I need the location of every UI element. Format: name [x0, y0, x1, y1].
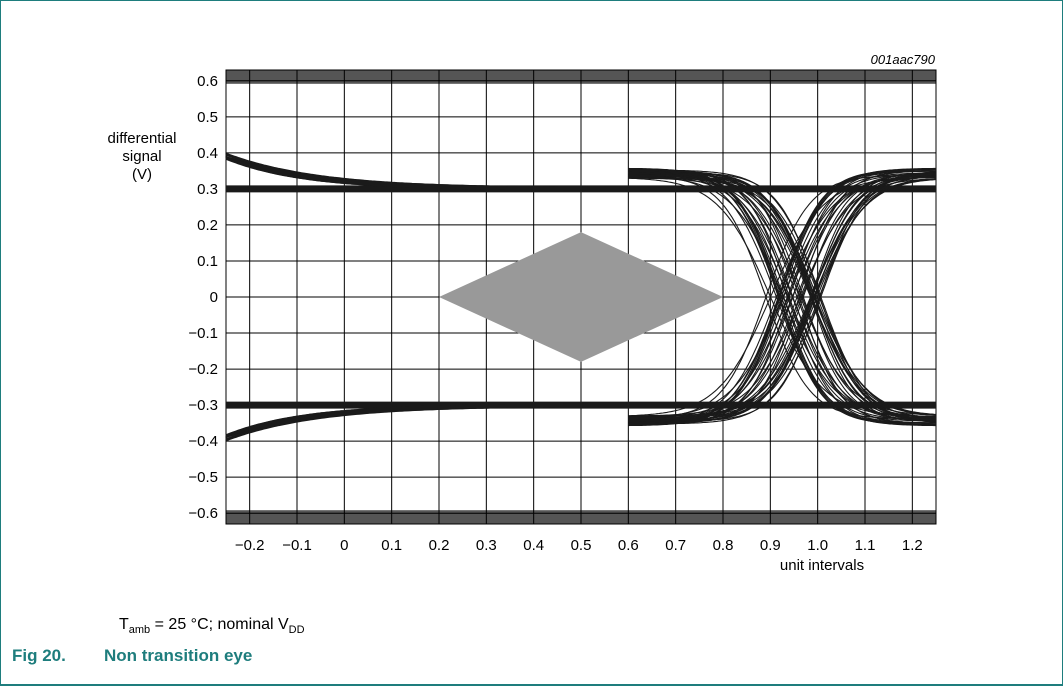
eye-mask — [439, 232, 723, 362]
trace-settle-high-5 — [225, 156, 629, 191]
y-tick-label-12: −0.6 — [188, 505, 218, 522]
x-tick-label-9: 0.7 — [665, 537, 686, 554]
figure-id-label: 001aac790 — [871, 52, 936, 67]
y-tick-label-9: −0.3 — [188, 397, 218, 414]
x-tick-label-0: −0.2 — [235, 537, 265, 554]
y-tick-label-7: −0.1 — [188, 325, 218, 342]
figure-number: Fig 20. — [12, 646, 66, 665]
x-tick-label-5: 0.3 — [476, 537, 497, 554]
condition-mid: = 25 °C; nominal V — [150, 616, 289, 633]
y-tick-label-3: 0.3 — [197, 181, 218, 198]
x-tick-label-2: 0 — [340, 537, 348, 554]
y-tick-label-4: 0.2 — [197, 217, 218, 234]
condition-t-sub: amb — [128, 624, 151, 637]
condition-t: T — [119, 616, 129, 633]
trace-settle-low-5 — [225, 403, 629, 438]
trace-rise-33 — [628, 173, 937, 422]
y-tick-label-11: −0.5 — [188, 469, 218, 486]
trace-rise-32 — [628, 175, 936, 419]
y-tick-label-6: 0 — [210, 289, 218, 306]
test-condition-note: Tamb = 25 °C; nominal VDD — [119, 616, 305, 636]
y-axis-label-line-0: differential — [108, 130, 177, 147]
x-tick-label-10: 0.8 — [713, 537, 734, 554]
trace-fall-33 — [628, 172, 937, 421]
trace-settle-high-3 — [225, 152, 629, 190]
y-tick-label-5: 0.1 — [197, 253, 218, 270]
condition-v-sub: DD — [288, 624, 305, 637]
eye-diagram-chart: −0.2 −0.1 0 0.1 0.2 0.3 0.4 0.5 0.6 0.7 0.8 0.9 1.0 1… — [108, 52, 937, 574]
x-tick-label-4: 0.2 — [429, 537, 450, 554]
y-tick-label-10: −0.4 — [188, 433, 218, 450]
y-tick-label-1: 0.5 — [197, 109, 218, 126]
x-tick-label-8: 0.6 — [618, 537, 639, 554]
trace-fall-32 — [628, 175, 936, 419]
figure-title: Non transition eye — [104, 646, 253, 665]
y-axis-label-line-1: signal — [122, 148, 161, 165]
trace-rise-28 — [628, 170, 936, 424]
x-tick-label-6: 0.4 — [523, 537, 544, 554]
figure-caption: Fig 20. Non transition eye — [12, 646, 252, 666]
x-tick-label-1: −0.1 — [282, 537, 312, 554]
x-tick-label-3: 0.1 — [381, 537, 402, 554]
plot-border — [225, 69, 937, 525]
y-tick-label-8: −0.2 — [188, 361, 218, 378]
y-tick-label-0: 0.6 — [197, 73, 218, 90]
x-tick-label-13: 1.1 — [855, 537, 876, 554]
y-axis-label-line-2: (V) — [132, 166, 152, 183]
frame-bottom-border — [0, 684, 1063, 686]
trace-settle-low-3 — [225, 404, 629, 442]
x-tick-label-11: 0.9 — [760, 537, 781, 554]
x-axis-label: unit intervals — [780, 557, 864, 574]
y-tick-label-2: 0.4 — [197, 145, 218, 162]
x-tick-label-12: 1.0 — [807, 537, 828, 554]
x-tick-label-7: 0.5 — [571, 537, 592, 554]
x-tick-label-14: 1.2 — [902, 537, 923, 554]
trace-fall-31 — [628, 169, 936, 425]
trace-rise-31 — [628, 169, 936, 425]
trace-fall-28 — [628, 170, 936, 424]
